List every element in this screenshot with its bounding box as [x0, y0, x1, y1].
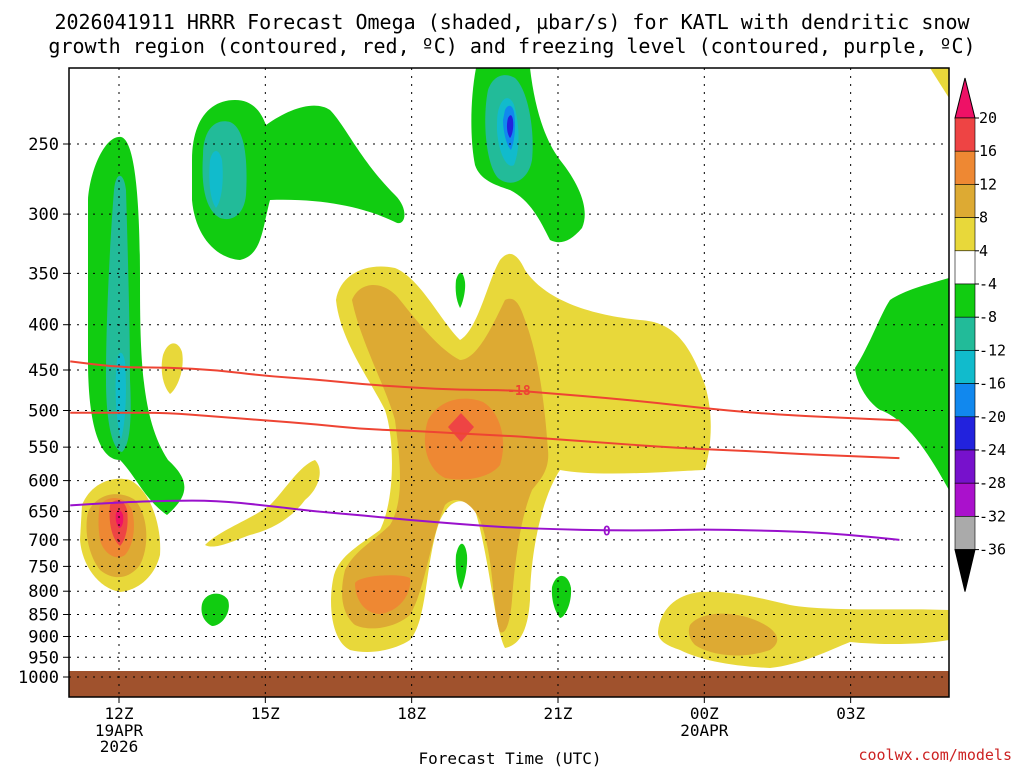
y-tick-label: 800	[28, 582, 59, 602]
colorbar-label: -28	[979, 474, 1006, 492]
x-tick-label: 15Z	[251, 704, 280, 723]
colorbar-segment	[954, 449, 976, 484]
colorbar-label: -8	[979, 308, 997, 326]
x-tick-label: 00Z	[690, 704, 719, 723]
y-tick-label: 950	[28, 648, 59, 668]
colorbar: 20 16 12 8 4 -4 -8 -12 -16 -20 -24 -28 -32 -36	[954, 77, 1006, 592]
contour-label: 0	[603, 524, 611, 539]
colorbar-segment	[954, 383, 976, 418]
y-tick-label: 450	[28, 361, 59, 381]
y-tick-label: 400	[28, 316, 59, 336]
colorbar-segment	[954, 150, 976, 185]
omega-fill-upper-green	[192, 100, 405, 260]
surface-ground	[69, 671, 949, 697]
x-tick-label: 18Z	[397, 704, 426, 723]
omega-fill-topright	[930, 68, 949, 98]
x-axis-title: Forecast Time (UTC)	[418, 749, 601, 768]
contour-lines: -18 0	[70, 360, 900, 541]
x-date-label: 19APR	[95, 721, 144, 740]
colorbar-label: 16	[979, 142, 997, 160]
x-tick-label: 21Z	[544, 704, 573, 723]
y-tick-label: 650	[28, 502, 59, 522]
omega-fill-upper-teal	[202, 121, 247, 220]
colorbar-label: 12	[979, 175, 997, 193]
colorbar-label: -24	[979, 441, 1006, 459]
omega-fill-top-darkblue	[506, 115, 514, 138]
x-tick-label: 03Z	[836, 704, 865, 723]
colorbar-segment	[954, 416, 976, 451]
omega-fill-left-cyan	[115, 352, 126, 440]
gridlines	[69, 68, 949, 697]
contour-dendritic-snow-growth-upper	[70, 360, 900, 422]
x-date-label: 20APR	[680, 721, 729, 740]
y-tick-label: 300	[28, 205, 59, 225]
colorbar-label: -20	[979, 408, 1006, 426]
omega-fill-low-orange	[355, 575, 411, 614]
y-tick-label: 550	[28, 438, 59, 458]
colorbar-segment	[954, 482, 976, 517]
y-tick-label: 600	[28, 472, 59, 492]
colorbar-label: 20	[979, 109, 997, 127]
omega-fill-upper-cyan	[209, 151, 223, 208]
colorbar-label: -32	[979, 507, 1006, 525]
y-tick-label: 900	[28, 627, 59, 647]
colorbar-bottom-arrow	[954, 549, 976, 592]
colorbar-label: -16	[979, 375, 1006, 393]
colorbar-segment	[954, 117, 976, 152]
colorbar-label: -4	[979, 275, 997, 293]
colorbar-top-arrow	[954, 77, 976, 119]
colorbar-label: 4	[979, 242, 988, 260]
omega-fill-small-green-a	[455, 272, 466, 308]
colorbar-segment	[954, 184, 976, 218]
y-tick-label: 250	[28, 135, 59, 155]
y-axis: 2503003504004505005506006507007508008509…	[18, 135, 69, 688]
omega-fill-center-peak	[448, 413, 474, 442]
contour-dendritic-snow-growth-lower	[70, 411, 900, 460]
omega-fill-center-darkorange	[424, 398, 504, 480]
colorbar-label: 8	[979, 209, 988, 227]
y-tick-label: 850	[28, 606, 59, 626]
watermark: coolwx.com/models	[858, 746, 1012, 764]
colorbar-segment	[954, 283, 976, 318]
y-tick-label: 1000	[18, 668, 59, 688]
x-date-label: 2026	[100, 737, 139, 756]
omega-fill-lowright-orange	[688, 613, 778, 656]
omega-fill-lowleft-peak	[115, 510, 124, 528]
omega-shading	[69, 68, 949, 697]
colorbar-segment	[954, 516, 976, 550]
colorbar-label: -36	[979, 541, 1006, 559]
plot-frame	[68, 67, 950, 698]
colorbar-segment	[954, 350, 976, 384]
y-tick-label: 350	[28, 264, 59, 284]
y-tick-label: 500	[28, 402, 59, 422]
x-tick-label: 12Z	[105, 704, 134, 723]
contour-label: -18	[507, 384, 531, 399]
omega-fill-small-green-d	[201, 593, 229, 626]
y-tick-label: 700	[28, 531, 59, 551]
y-tick-label: 750	[28, 557, 59, 577]
chart-title-line2: growth region (contoured, red, ºC) and f…	[48, 34, 975, 58]
contour-freezing-level	[70, 499, 900, 541]
omega-fill-right-green	[855, 278, 949, 490]
colorbar-label: -12	[979, 341, 1006, 359]
colorbar-segment	[954, 217, 976, 252]
omega-fill-small-green-c	[551, 575, 572, 618]
omega-fill-left-yellow-tail	[205, 460, 320, 547]
chart-title-line1: 2026041911 HRRR Forecast Omega (shaded, …	[54, 10, 970, 34]
colorbar-segment	[954, 250, 976, 285]
colorbar-segment	[954, 316, 976, 351]
